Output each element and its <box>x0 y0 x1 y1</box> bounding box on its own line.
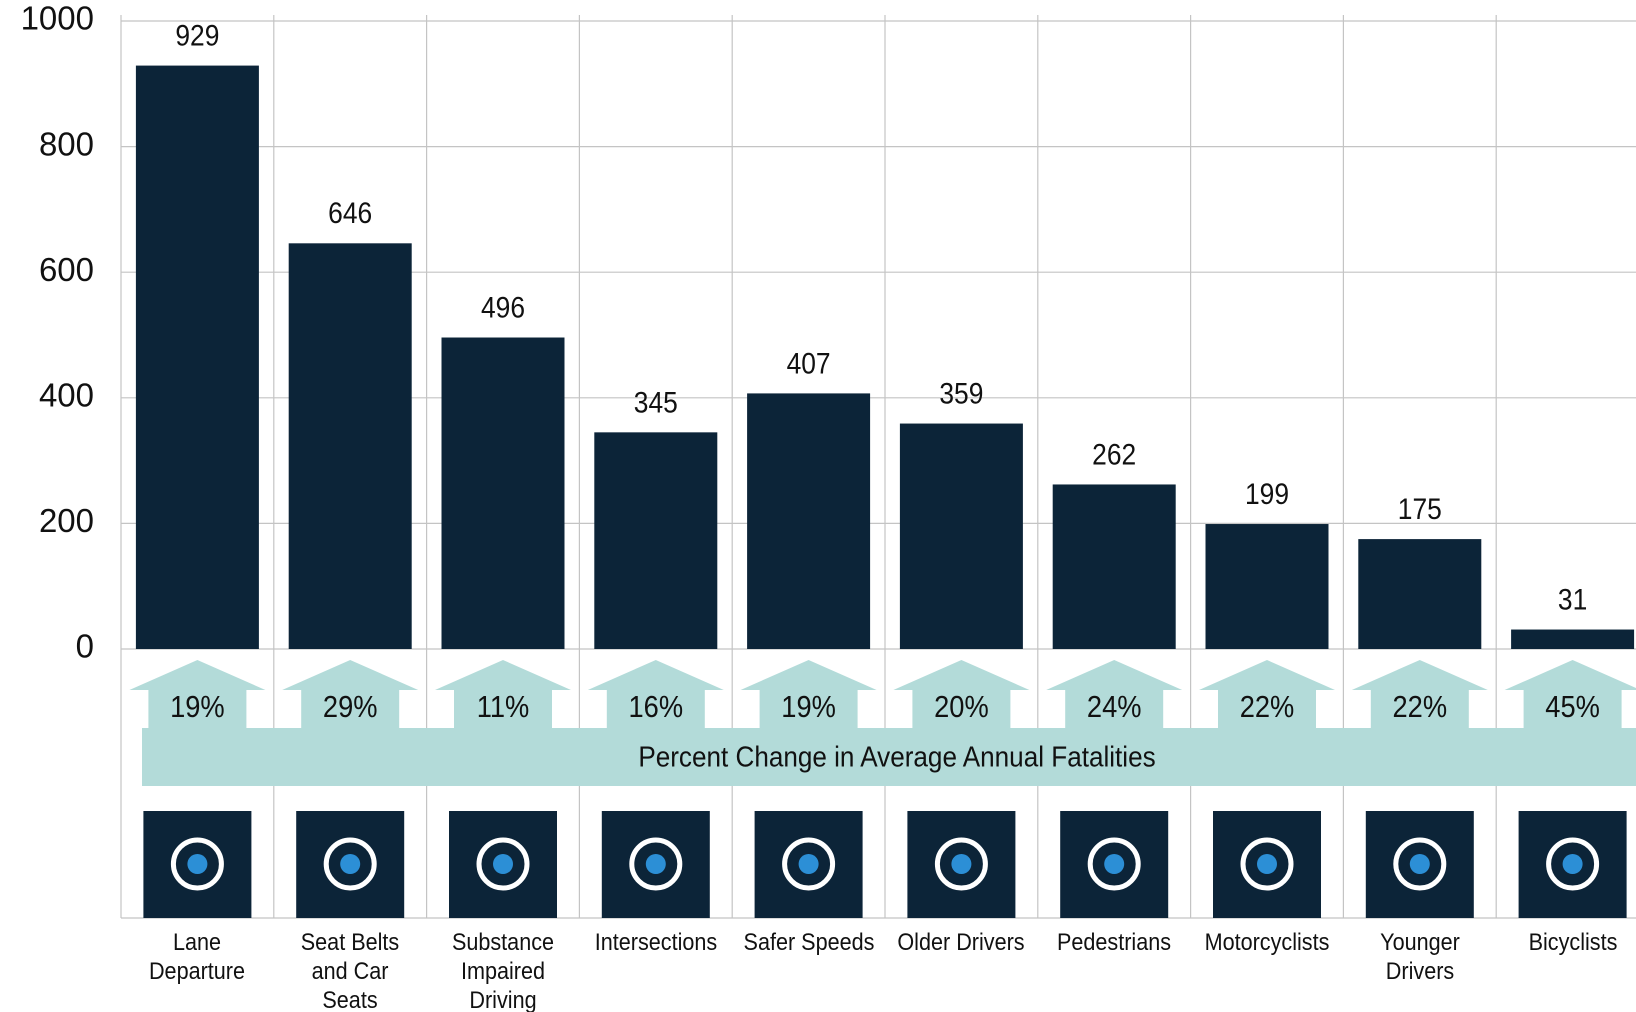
icon-glyph <box>1087 837 1141 891</box>
percent-label: 24% <box>1087 691 1142 725</box>
percent-label: 22% <box>1393 691 1448 725</box>
category-label: Bicyclists <box>1528 929 1617 956</box>
bar-value-label: 359 <box>939 376 983 410</box>
percent-label: 20% <box>934 691 989 725</box>
category-label: Substance Impaired Driving <box>451 929 555 1012</box>
percent-label: 11% <box>477 691 530 725</box>
percent-arrow <box>1504 660 1636 730</box>
icon-glyph <box>934 837 988 891</box>
percent-band <box>142 728 1636 786</box>
bar <box>594 432 718 649</box>
icon-accent <box>798 854 819 874</box>
icon-accent <box>1257 854 1277 874</box>
percent-label: 29% <box>323 691 378 725</box>
percent-label: 16% <box>629 691 684 725</box>
percent-arrow <box>1199 660 1335 730</box>
icon-glyph <box>1393 837 1447 891</box>
bar-value-label: 407 <box>787 346 831 380</box>
icon-glyph <box>170 837 224 891</box>
percent-arrow <box>587 660 724 730</box>
bar-value-label: 31 <box>1558 582 1587 616</box>
category-label: Seat Belts and Car Seats <box>300 929 400 1012</box>
icon-accent <box>1104 854 1125 874</box>
bar-value-label: 929 <box>175 18 219 52</box>
category-label: Pedestrians <box>1057 929 1172 956</box>
percent-label: 22% <box>1240 691 1295 725</box>
icon-glyph <box>323 837 377 891</box>
y-tick-label: 800 <box>39 125 94 162</box>
icon-accent <box>951 854 972 874</box>
icon-accent <box>645 854 666 874</box>
bar <box>135 65 259 649</box>
bar <box>441 337 565 649</box>
bar-value-label: 345 <box>634 385 678 419</box>
icon-accent <box>1409 854 1430 874</box>
percent-arrow <box>893 660 1030 730</box>
bar-value-label: 175 <box>1398 491 1442 525</box>
category-label: Older Drivers <box>897 929 1025 956</box>
icon-glyph <box>1546 837 1600 891</box>
percent-label: 19% <box>170 691 225 725</box>
percent-label: 19% <box>781 691 836 725</box>
icon-glyph <box>1240 837 1294 891</box>
icon-glyph <box>629 837 683 891</box>
category-label: Younger Drivers <box>1379 929 1460 985</box>
bar <box>1511 629 1635 649</box>
bar-value-label: 199 <box>1245 476 1289 510</box>
bar-value-label: 262 <box>1092 437 1136 471</box>
percent-arrow <box>435 660 571 730</box>
icon-glyph <box>782 837 836 891</box>
icon-accent <box>187 854 208 874</box>
category-label: Motorcyclists <box>1204 929 1330 956</box>
icon-accent <box>493 854 513 874</box>
percent-band-label: Percent Change in Average Annual Fatalit… <box>638 740 1155 773</box>
percent-arrow <box>129 660 266 730</box>
bar-value-label: 646 <box>328 196 372 230</box>
icon-glyph <box>476 837 530 891</box>
percent-arrow <box>1351 660 1488 730</box>
percent-arrow <box>1046 660 1183 730</box>
y-tick-label: 200 <box>39 502 94 539</box>
category-label: Safer Speeds <box>743 929 875 956</box>
category-label: Lane Departure <box>149 929 246 985</box>
bar <box>1205 524 1329 649</box>
bar <box>899 423 1023 649</box>
icon-accent <box>340 854 361 874</box>
bar <box>288 243 412 649</box>
bar <box>747 393 871 649</box>
bar <box>1052 484 1176 649</box>
y-tick-label: 400 <box>39 377 94 414</box>
bar-value-label: 496 <box>481 290 525 324</box>
y-tick-label: 1000 <box>21 0 94 37</box>
y-tick-label: 0 <box>76 628 94 665</box>
percent-arrow <box>282 660 419 730</box>
percent-label: 45% <box>1545 691 1600 725</box>
category-label: Intersections <box>594 929 718 956</box>
icon-accent <box>1562 854 1583 874</box>
bar <box>1358 539 1482 649</box>
y-tick-label: 600 <box>39 251 94 288</box>
percent-arrow <box>740 660 877 730</box>
